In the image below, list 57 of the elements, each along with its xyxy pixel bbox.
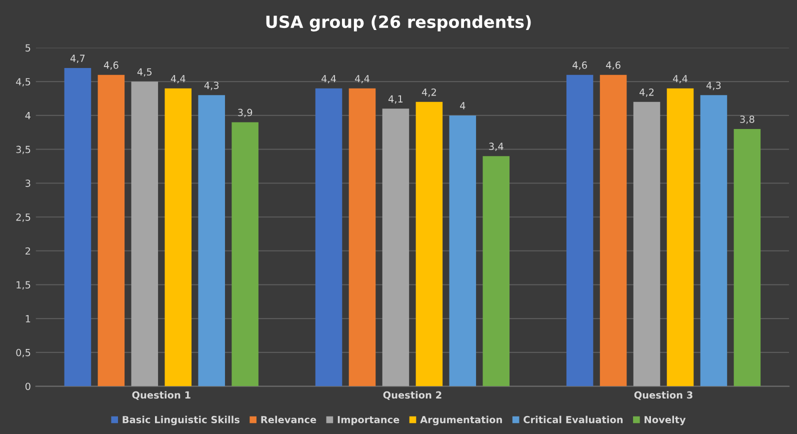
data-label: 4,4 [354, 75, 370, 84]
data-label: 4,4 [170, 75, 186, 84]
data-label: 3,9 [238, 108, 252, 118]
data-label: 4,6 [104, 61, 118, 70]
bar [482, 156, 510, 386]
y-tick-label: 4 [25, 112, 30, 120]
legend-label: Argumentation [420, 416, 502, 426]
data-label: 4,7 [70, 54, 85, 63]
bar [700, 95, 728, 386]
bar [315, 88, 342, 386]
y-tick-label: 3,5 [16, 146, 30, 154]
bar [633, 102, 660, 386]
y-tick-label: 4,5 [16, 78, 30, 86]
bar [600, 74, 627, 386]
data-label: 3,8 [740, 116, 754, 124]
bar [566, 74, 594, 386]
legend-label: Novelty [644, 416, 686, 426]
data-label: 3,4 [489, 142, 504, 152]
x-tick-label: Question 1 [132, 391, 190, 400]
bar [232, 122, 258, 386]
bar [734, 128, 761, 386]
data-label: 4,4 [322, 75, 336, 84]
bar [98, 74, 125, 386]
y-tick-label: 5 [26, 44, 30, 52]
bar [666, 88, 694, 386]
legend-label: Importance [338, 416, 400, 426]
bar [64, 68, 92, 386]
y-tick-label: 2,5 [16, 213, 30, 222]
y-tick-label: 1,5 [16, 281, 30, 290]
data-label: 4,3 [706, 82, 721, 90]
chart-title: USA group (26 respondents) [266, 15, 531, 32]
data-label: 4 [460, 102, 466, 110]
data-label: 4,5 [137, 68, 152, 77]
data-label: 4,6 [606, 61, 620, 70]
data-label: 4,4 [672, 75, 688, 84]
bar [382, 108, 410, 386]
legend-label: Basic Linguistic Skills [122, 416, 240, 426]
bar [131, 82, 158, 386]
y-tick-label: 3 [26, 180, 30, 187]
bar [449, 115, 476, 386]
bar [348, 88, 376, 386]
y-tick-label: 0 [25, 382, 30, 390]
data-label: 4,2 [640, 88, 654, 97]
legend-label: Relevance [261, 416, 316, 424]
data-label: 4,2 [422, 88, 436, 97]
data-label: 4,3 [204, 82, 219, 90]
x-tick-label: Question 3 [634, 391, 692, 400]
legend-label: Critical Evaluation [524, 416, 623, 424]
y-tick-label: 2 [26, 247, 30, 255]
x-tick-label: Question 2 [383, 391, 442, 400]
data-label: 4,1 [388, 95, 403, 104]
data-label: 4,6 [572, 61, 587, 70]
y-tick-label: 1 [26, 315, 30, 322]
bar [416, 102, 443, 386]
y-tick-label: 0,5 [16, 348, 30, 358]
bar [198, 95, 225, 386]
bar [164, 88, 192, 386]
